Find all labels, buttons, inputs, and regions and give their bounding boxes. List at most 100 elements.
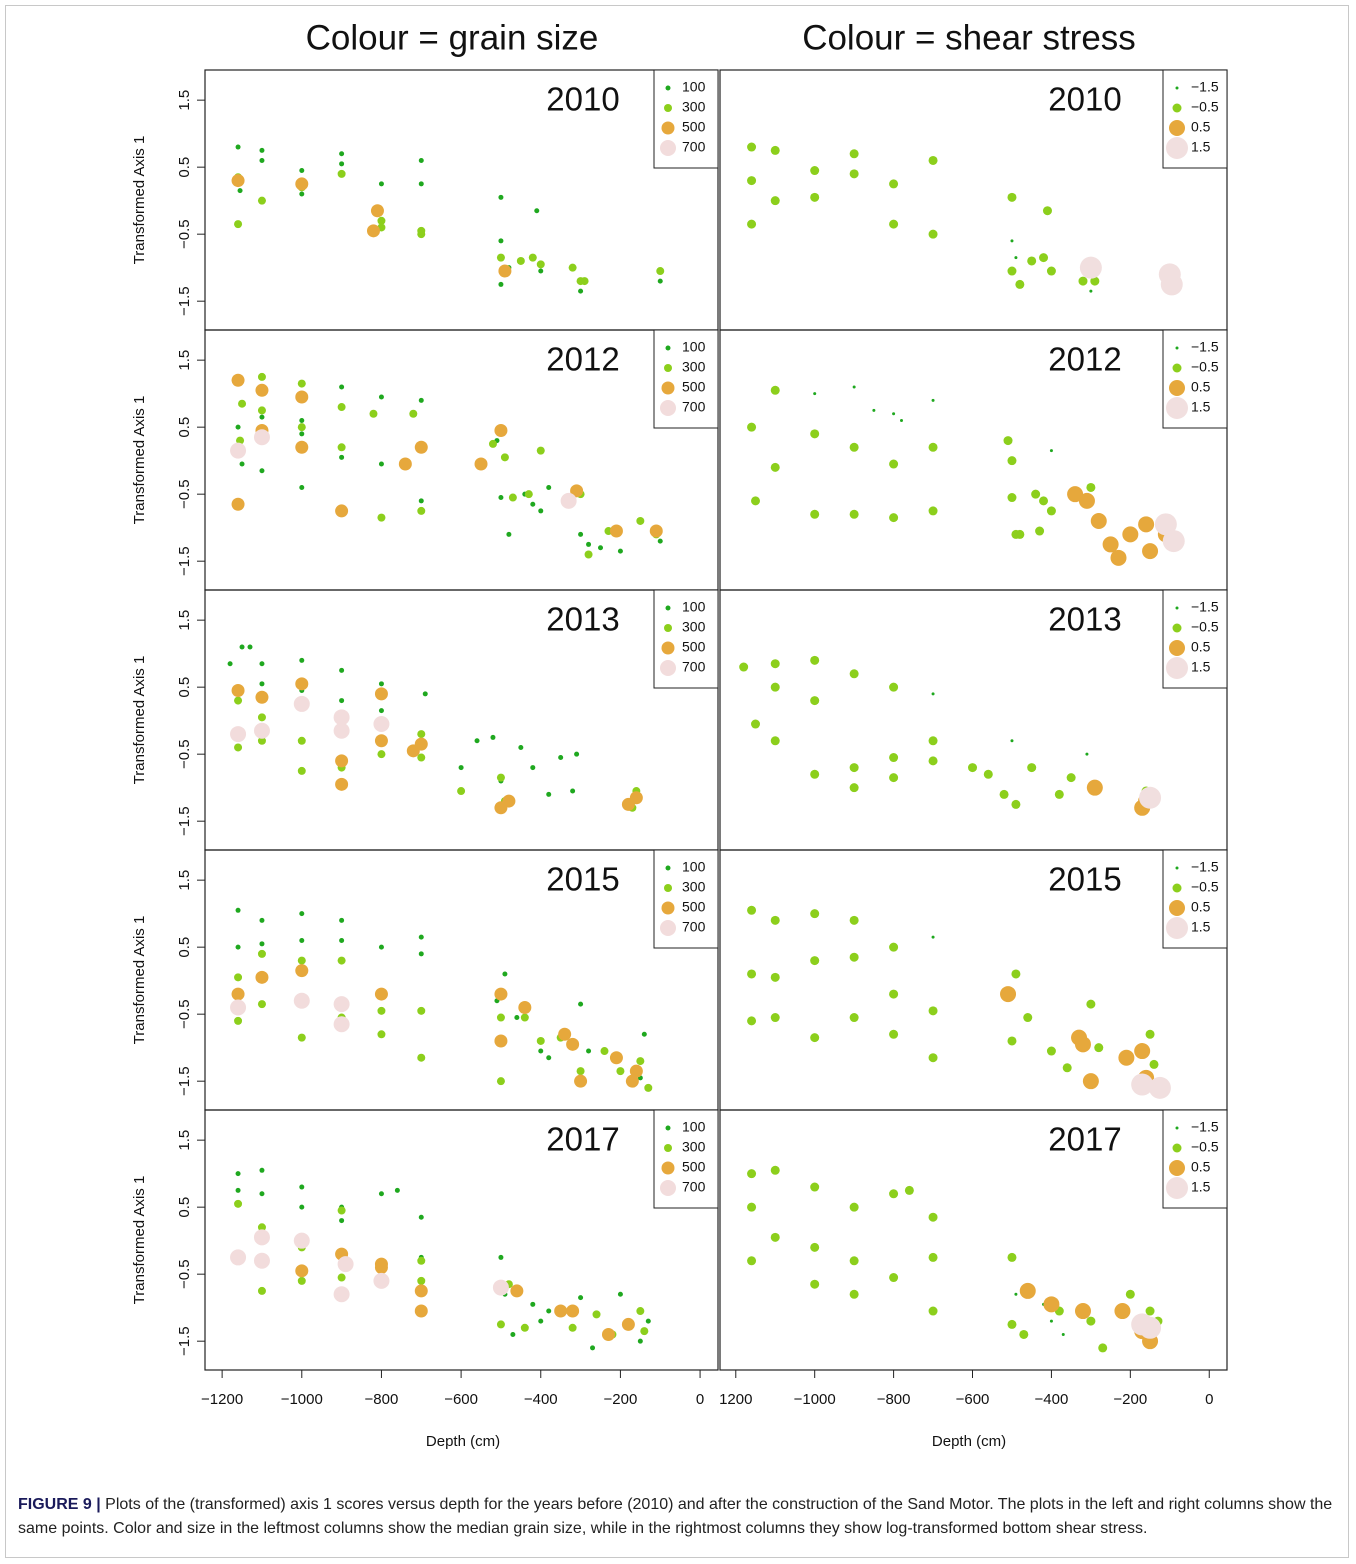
legend-marker — [1166, 917, 1188, 939]
point — [1031, 489, 1041, 499]
legend-label: 0.5 — [1191, 1159, 1211, 1175]
point — [1011, 529, 1021, 539]
point — [1061, 1332, 1065, 1336]
x-tick-label: −1000 — [794, 1391, 836, 1408]
y-axis-label: Transformed Axis 1 — [131, 916, 148, 1045]
point — [810, 769, 820, 779]
point — [747, 905, 757, 915]
point — [257, 196, 266, 205]
point — [295, 177, 309, 191]
plot-frame — [719, 589, 1228, 851]
legend-marker — [1172, 363, 1182, 373]
legend-marker — [664, 884, 672, 892]
point — [592, 1310, 601, 1319]
y-tick-label: 0.5 — [176, 937, 193, 958]
point — [889, 219, 899, 229]
point — [369, 409, 378, 418]
point — [297, 423, 306, 432]
legend-marker — [660, 400, 676, 416]
point — [414, 1304, 428, 1318]
legend-label: 500 — [682, 379, 706, 395]
legend-label: 700 — [682, 919, 706, 935]
legend-marker — [661, 121, 675, 135]
point — [849, 763, 859, 773]
point — [999, 789, 1009, 799]
y-tick-label: −0.5 — [176, 739, 193, 769]
legend-label: 300 — [682, 879, 706, 895]
point — [1079, 256, 1102, 279]
column-title: Colour = shear stress — [802, 18, 1136, 57]
point — [259, 661, 265, 667]
point — [378, 181, 384, 187]
point — [1027, 763, 1037, 773]
point — [1042, 206, 1052, 216]
point — [1118, 1049, 1135, 1066]
x-tick-label: −1200 — [201, 1391, 243, 1408]
point — [494, 424, 508, 438]
point — [374, 1257, 388, 1271]
point — [378, 394, 384, 400]
point — [1160, 273, 1183, 296]
point — [751, 496, 761, 506]
legend-marker — [664, 1144, 672, 1152]
point — [645, 1318, 651, 1324]
legend-marker — [661, 1161, 675, 1175]
point — [931, 398, 935, 402]
legend-marker — [664, 624, 672, 632]
point — [297, 379, 306, 388]
point — [1074, 1303, 1091, 1320]
point — [498, 1254, 504, 1260]
y-tick-label: −0.5 — [176, 219, 193, 249]
point — [590, 1345, 596, 1351]
point — [617, 1291, 623, 1297]
y-axis-label: Transformed Axis 1 — [131, 1176, 148, 1305]
legend-label: 0.5 — [1191, 899, 1211, 915]
point — [366, 224, 380, 238]
legend-marker — [1175, 346, 1179, 350]
point — [1148, 1076, 1171, 1099]
point — [339, 384, 345, 390]
point — [231, 684, 245, 698]
point — [636, 1057, 645, 1066]
point — [849, 783, 859, 793]
point — [297, 956, 306, 965]
point — [872, 408, 876, 412]
point — [1003, 436, 1013, 446]
legend-marker — [665, 1125, 671, 1131]
legend-marker — [664, 364, 672, 372]
point — [373, 716, 390, 733]
point — [235, 1187, 241, 1193]
y-tick-label: 1.5 — [176, 350, 193, 371]
x-tick-label: 0 — [1205, 1391, 1213, 1408]
point — [892, 412, 896, 416]
point — [747, 219, 757, 229]
point — [339, 698, 345, 704]
y-tick-label: 0.5 — [176, 1197, 193, 1218]
point — [889, 1189, 899, 1199]
point — [231, 373, 245, 387]
point — [422, 691, 428, 697]
point — [299, 168, 305, 174]
point — [333, 709, 350, 726]
point — [530, 1301, 536, 1307]
point — [528, 253, 537, 262]
point — [586, 541, 592, 547]
point — [337, 956, 346, 965]
panel-title: 2017 — [1048, 1121, 1121, 1158]
point — [234, 743, 243, 752]
point — [235, 944, 241, 950]
point — [510, 1331, 516, 1337]
point — [520, 1013, 529, 1022]
legend-label: 300 — [682, 359, 706, 375]
x-tick-label: −400 — [1035, 1391, 1069, 1408]
legend-label: 1.5 — [1191, 919, 1211, 935]
plot-frame — [719, 1109, 1228, 1371]
point — [377, 1030, 386, 1039]
point — [1019, 1329, 1029, 1339]
point — [616, 1067, 625, 1076]
point — [810, 1033, 820, 1043]
point — [259, 468, 265, 474]
point — [928, 229, 938, 239]
point — [1007, 1319, 1017, 1329]
point — [335, 777, 349, 791]
